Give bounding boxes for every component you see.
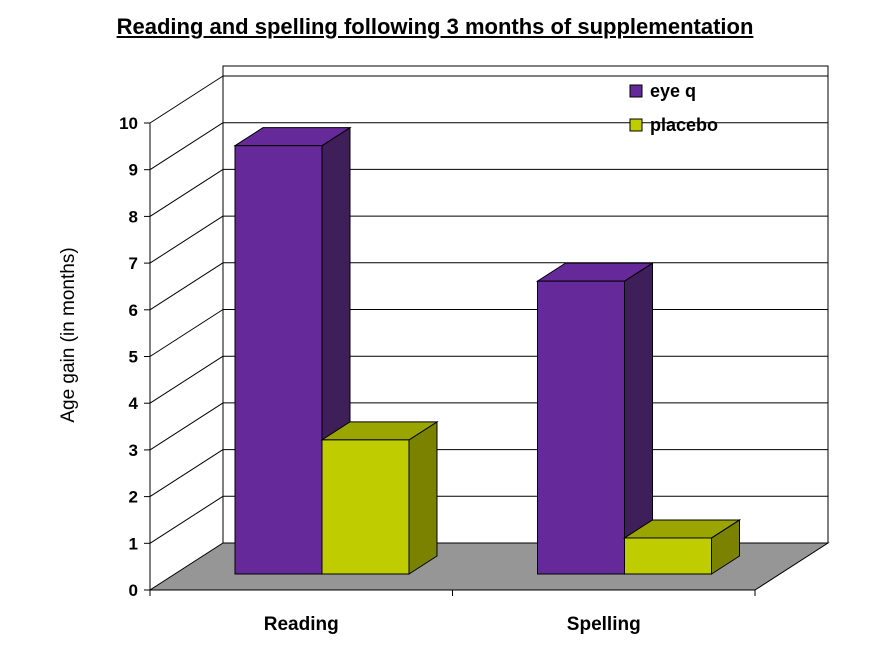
x-category-label: Reading [264,614,339,635]
y-tick-label: 2 [129,488,138,507]
y-tick-label: 9 [129,161,138,180]
gridline-side [149,122,224,171]
legend-swatch [629,84,643,98]
chart-title: Reading and spelling following 3 months … [116,14,754,39]
gridline-side [149,449,224,498]
y-tick-label: 3 [129,441,138,460]
gridline-side [149,402,224,451]
chart-bars [233,126,742,575]
bar-front [234,145,323,575]
gridline-side [149,495,224,544]
y-tick-label: 1 [129,534,138,553]
legend-swatch [629,118,643,132]
y-tick-label: 7 [129,254,138,273]
legend-label: eye q [650,81,696,101]
y-tick-labels: 0 1 2 3 4 5 6 7 8 9 10 [119,114,138,600]
bar-placebo-spelling [622,519,742,575]
y-tick-label: 10 [119,114,138,133]
gridline-side [149,355,224,404]
bar-front [624,537,712,575]
y-tick-label: 0 [129,581,138,600]
y-tick-label: 6 [129,301,138,320]
gridline-side [149,75,224,124]
bar-front [537,280,625,575]
gridline-side [149,309,224,357]
bar-front [321,439,410,575]
bar-side [408,420,438,575]
legend: eye q placebo [629,81,718,135]
y-tick-label: 4 [129,394,139,413]
y-tick-label: 5 [129,348,138,367]
legend-label: placebo [650,115,718,135]
y-tick-label: 8 [129,207,138,226]
gridline-side [149,215,224,264]
gridline-side [149,168,224,217]
x-category-labels: Reading Spelling [264,614,641,635]
gridline-side [149,262,224,311]
chart-axes [144,66,756,596]
y-axis-label: Age gain (in months) [58,247,79,422]
bar-eye-q-spelling [535,262,655,575]
x-category-label: Spelling [567,614,641,635]
bar-placebo-reading [320,420,439,575]
